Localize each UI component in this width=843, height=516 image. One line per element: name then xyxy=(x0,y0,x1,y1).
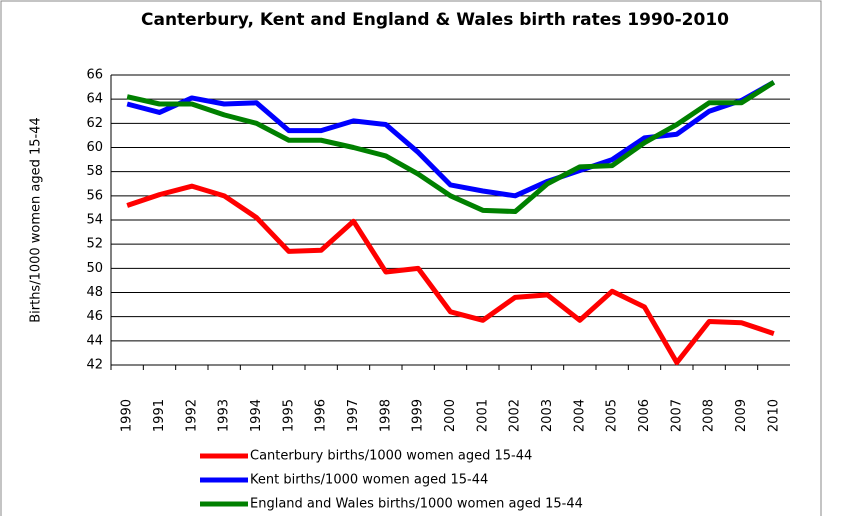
x-tick-label: 2000 xyxy=(443,399,458,432)
x-tick-label: 2007 xyxy=(669,399,684,432)
series-line xyxy=(126,80,776,215)
y-tick-label: 42 xyxy=(86,358,103,373)
chart-border xyxy=(0,0,822,516)
series-line xyxy=(126,183,775,366)
y-tick-label: 46 xyxy=(86,309,103,324)
x-tick-label: 2010 xyxy=(766,399,781,432)
x-tick-label: 1995 xyxy=(281,399,296,432)
x-tick-label: 2004 xyxy=(572,399,587,432)
y-axis-label: Births/1000 women aged 15-44 xyxy=(29,117,44,323)
x-tick-label: 2009 xyxy=(734,399,749,432)
y-tick-label: 50 xyxy=(86,261,103,276)
x-tick-label: 1997 xyxy=(346,399,361,432)
x-tick-label: 1994 xyxy=(249,399,264,432)
x-tick-label: 1998 xyxy=(378,399,393,432)
x-tick-label: 2001 xyxy=(475,399,490,432)
series-line xyxy=(126,80,776,199)
x-tick-label: 1999 xyxy=(411,399,426,432)
x-tick-label: 1993 xyxy=(217,399,232,432)
x-tick-label: 2008 xyxy=(702,399,717,432)
x-tick-label: 1992 xyxy=(184,399,199,432)
y-tick-label: 54 xyxy=(86,213,103,228)
x-tick-label: 2006 xyxy=(637,399,652,432)
y-tick-label: 60 xyxy=(86,140,103,155)
legend-label: England and Wales births/1000 women aged… xyxy=(250,497,583,512)
legend-label: Canterbury births/1000 women aged 15-44 xyxy=(250,449,532,464)
y-tick-label: 62 xyxy=(86,116,103,131)
x-tick-label: 2005 xyxy=(605,399,620,432)
x-tick-label: 1990 xyxy=(120,399,135,432)
chart-title: Canterbury, Kent and England & Wales bir… xyxy=(141,10,729,30)
y-tick-label: 64 xyxy=(86,92,103,107)
y-tick-label: 48 xyxy=(86,285,103,300)
y-tick-label: 56 xyxy=(86,188,103,203)
x-tick-label: 2003 xyxy=(540,399,555,432)
y-tick-label: 52 xyxy=(86,237,103,252)
x-tick-label: 2002 xyxy=(508,399,523,432)
legend-label: Kent births/1000 women aged 15-44 xyxy=(250,473,488,488)
y-tick-label: 44 xyxy=(86,333,103,348)
x-tick-label: 1996 xyxy=(314,399,329,432)
y-tick-label: 66 xyxy=(86,68,103,83)
y-tick-label: 58 xyxy=(86,164,103,179)
x-tick-label: 1991 xyxy=(152,399,167,432)
